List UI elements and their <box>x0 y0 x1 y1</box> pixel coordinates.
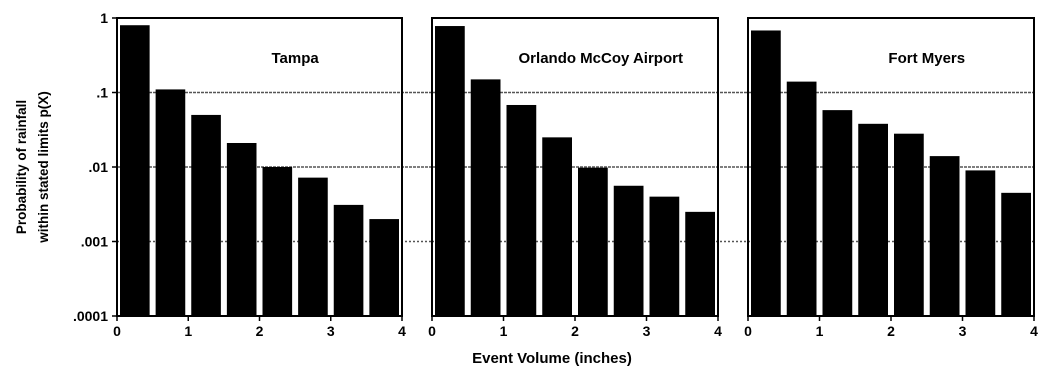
panel-title: Tampa <box>272 50 320 67</box>
x-tick-label: 1 <box>816 323 824 339</box>
x-tick-label: 3 <box>959 323 967 339</box>
bar <box>578 167 608 316</box>
y-tick-label: .001 <box>81 234 108 250</box>
bar <box>191 114 221 317</box>
bar <box>649 196 680 316</box>
bar <box>542 137 572 316</box>
bar <box>120 25 150 317</box>
x-tick-label: 4 <box>398 323 406 339</box>
x-tick-label: 0 <box>744 323 752 339</box>
bar <box>751 30 781 316</box>
x-tick-label: 1 <box>184 323 192 339</box>
x-tick-label: 2 <box>571 323 579 339</box>
bar <box>226 142 257 316</box>
bar <box>506 104 537 316</box>
y-tick-label: .01 <box>89 159 109 175</box>
bar <box>369 219 399 316</box>
bar <box>685 211 715 316</box>
bar <box>613 185 644 316</box>
bar <box>333 204 364 316</box>
bar <box>894 133 924 316</box>
y-tick-label: .1 <box>96 85 108 101</box>
bar <box>858 123 888 316</box>
x-tick-label: 0 <box>428 323 436 339</box>
bar <box>262 167 293 316</box>
bar <box>435 26 465 317</box>
bar <box>965 170 996 316</box>
x-tick-label: 0 <box>113 323 121 339</box>
bar <box>470 79 501 317</box>
x-tick-label: 4 <box>1030 323 1038 339</box>
x-tick-label: 4 <box>714 323 722 339</box>
y-axis-label-line: within stated limits p(X) <box>36 91 51 244</box>
x-tick-label: 3 <box>643 323 651 339</box>
x-tick-label: 1 <box>500 323 508 339</box>
y-tick-label: .0001 <box>73 308 108 324</box>
y-axis-label-line: Probability of rainfall <box>14 100 29 234</box>
panel-title: Orlando McCoy Airport <box>519 50 683 67</box>
x-tick-label: 2 <box>256 323 264 339</box>
bar <box>786 81 817 316</box>
x-axis-label: Event Volume (inches) <box>472 350 632 367</box>
panel-title: Fort Myers <box>888 50 965 67</box>
bar <box>298 177 328 316</box>
x-tick-label: 3 <box>327 323 335 339</box>
bar <box>929 156 960 316</box>
bar <box>1001 192 1031 316</box>
bar <box>155 89 186 316</box>
x-tick-label: 2 <box>887 323 895 339</box>
bar <box>822 110 853 317</box>
y-tick-label: 1 <box>100 10 108 26</box>
